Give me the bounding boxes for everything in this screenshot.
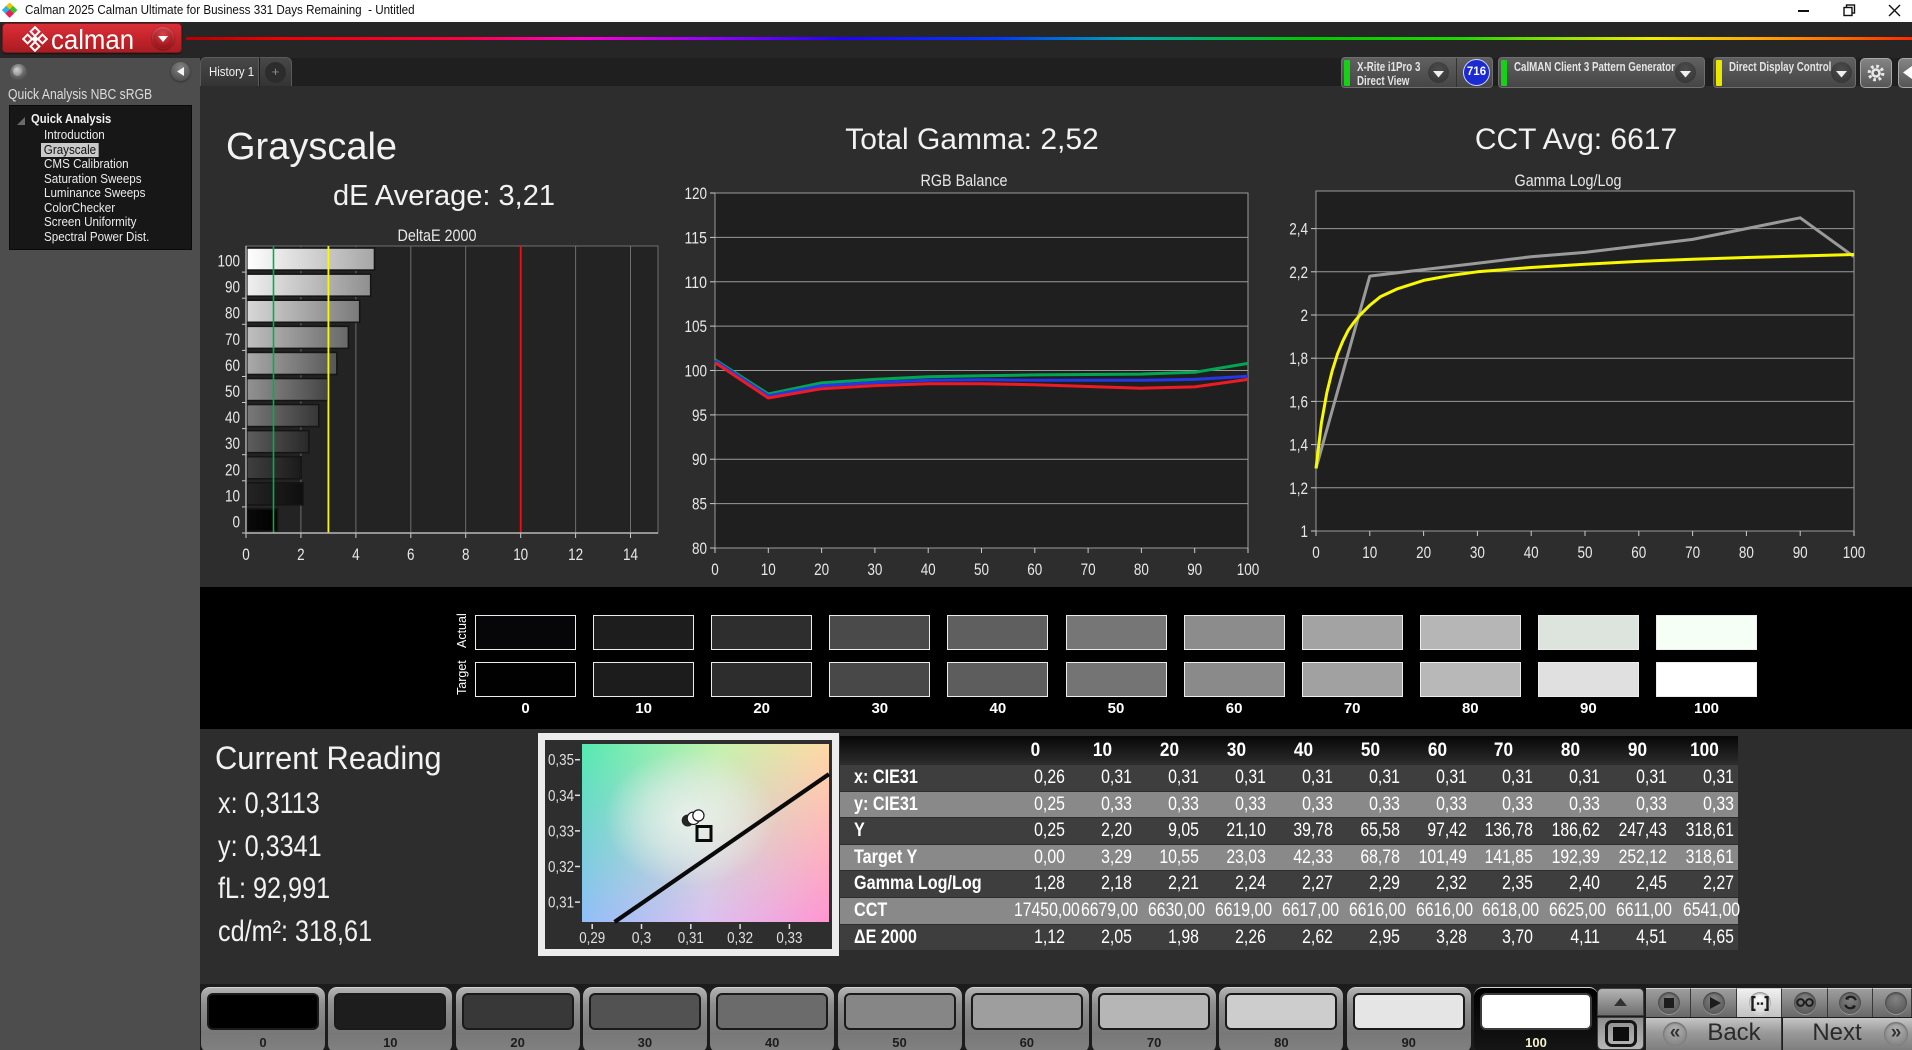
svg-text:10: 10 xyxy=(513,545,528,564)
svg-text:100: 100 xyxy=(1237,560,1260,579)
svg-text:40: 40 xyxy=(921,560,936,579)
svg-text:2: 2 xyxy=(297,545,305,564)
svg-text:60: 60 xyxy=(1631,543,1646,562)
svg-text:10: 10 xyxy=(225,486,240,505)
svg-text:60: 60 xyxy=(1027,560,1042,579)
svg-text:8: 8 xyxy=(462,545,470,564)
svg-text:1,4: 1,4 xyxy=(1289,436,1308,455)
svg-text:1: 1 xyxy=(1301,522,1309,541)
svg-text:12: 12 xyxy=(568,545,583,564)
svg-text:90: 90 xyxy=(1793,543,1808,562)
svg-text:0,31: 0,31 xyxy=(678,930,704,947)
svg-text:0,35: 0,35 xyxy=(548,752,574,769)
svg-text:0,33: 0,33 xyxy=(548,823,574,840)
svg-text:6: 6 xyxy=(407,545,415,564)
svg-text:40: 40 xyxy=(225,408,240,427)
svg-text:85: 85 xyxy=(692,495,707,514)
svg-text:50: 50 xyxy=(225,382,240,401)
svg-text:2: 2 xyxy=(1301,306,1309,325)
svg-text:60: 60 xyxy=(225,356,240,375)
svg-text:20: 20 xyxy=(225,460,240,479)
svg-text:100: 100 xyxy=(218,252,241,271)
svg-text:100: 100 xyxy=(685,362,708,381)
svg-text:2,2: 2,2 xyxy=(1289,263,1308,282)
svg-text:90: 90 xyxy=(692,450,707,469)
svg-text:0,32: 0,32 xyxy=(727,930,753,947)
svg-text:2,4: 2,4 xyxy=(1289,220,1308,239)
svg-text:20: 20 xyxy=(814,560,829,579)
svg-text:0,34: 0,34 xyxy=(548,788,574,805)
svg-text:90: 90 xyxy=(1187,560,1202,579)
svg-text:50: 50 xyxy=(1578,543,1593,562)
svg-text:0: 0 xyxy=(233,513,241,532)
svg-text:30: 30 xyxy=(867,560,882,579)
svg-text:70: 70 xyxy=(1685,543,1700,562)
svg-text:0,33: 0,33 xyxy=(776,930,802,947)
svg-text:10: 10 xyxy=(761,560,776,579)
svg-text:1,8: 1,8 xyxy=(1289,349,1308,368)
svg-text:30: 30 xyxy=(1470,543,1485,562)
svg-text:0,32: 0,32 xyxy=(548,859,574,876)
svg-text:30: 30 xyxy=(225,434,240,453)
svg-text:90: 90 xyxy=(225,278,240,297)
svg-text:0,31: 0,31 xyxy=(548,895,574,912)
svg-text:115: 115 xyxy=(685,228,708,247)
svg-text:0: 0 xyxy=(242,545,250,564)
svg-text:4: 4 xyxy=(352,545,360,564)
svg-text:80: 80 xyxy=(1739,543,1754,562)
svg-text:1,6: 1,6 xyxy=(1289,392,1308,411)
svg-text:80: 80 xyxy=(1134,560,1149,579)
svg-text:70: 70 xyxy=(225,330,240,349)
svg-text:0,3: 0,3 xyxy=(632,930,652,947)
svg-text:40: 40 xyxy=(1524,543,1539,562)
svg-text:0: 0 xyxy=(1312,543,1320,562)
svg-text:0,29: 0,29 xyxy=(579,930,605,947)
svg-text:95: 95 xyxy=(692,406,707,425)
svg-text:0: 0 xyxy=(711,560,719,579)
svg-text:110: 110 xyxy=(685,273,708,292)
svg-text:80: 80 xyxy=(692,539,707,558)
svg-text:105: 105 xyxy=(685,317,708,336)
svg-text:50: 50 xyxy=(974,560,989,579)
svg-text:100: 100 xyxy=(1843,543,1866,562)
svg-text:80: 80 xyxy=(225,304,240,323)
svg-text:70: 70 xyxy=(1081,560,1096,579)
svg-text:14: 14 xyxy=(623,545,638,564)
svg-text:20: 20 xyxy=(1416,543,1431,562)
svg-text:1,2: 1,2 xyxy=(1289,479,1308,498)
svg-text:120: 120 xyxy=(685,184,708,203)
svg-text:10: 10 xyxy=(1362,543,1377,562)
